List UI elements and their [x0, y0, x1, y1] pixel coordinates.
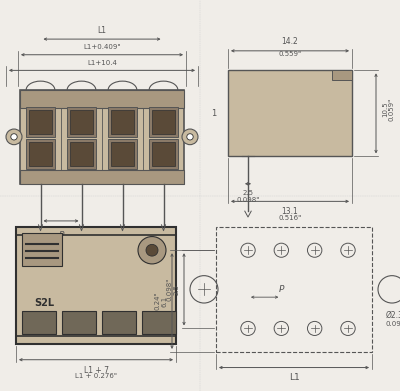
Text: Ø2.3: Ø2.3: [386, 311, 400, 320]
Bar: [152, 110, 175, 134]
Bar: [102, 311, 136, 334]
Bar: [29, 110, 52, 134]
Text: L1+0.409": L1+0.409": [83, 44, 121, 50]
Bar: [228, 70, 352, 156]
Bar: [108, 139, 137, 169]
Text: 0.24": 0.24": [154, 292, 160, 310]
Circle shape: [146, 244, 158, 256]
Bar: [332, 70, 352, 80]
Circle shape: [6, 129, 22, 145]
Circle shape: [182, 129, 198, 145]
Bar: [62, 311, 96, 334]
Bar: [67, 107, 96, 137]
Text: L1: L1: [98, 26, 106, 35]
Bar: [16, 227, 176, 344]
Bar: [70, 110, 93, 134]
Text: 1: 1: [211, 109, 217, 118]
Text: 0.091": 0.091": [386, 321, 400, 326]
Text: S2L: S2L: [34, 298, 54, 308]
Text: L1: L1: [289, 373, 299, 382]
Bar: [20, 90, 184, 184]
Bar: [20, 170, 184, 184]
Text: 0.516": 0.516": [278, 215, 302, 221]
Bar: [111, 110, 134, 134]
Bar: [26, 107, 55, 137]
Circle shape: [187, 134, 193, 140]
Text: 0.098": 0.098": [236, 197, 260, 203]
Text: 0.098": 0.098": [166, 278, 172, 301]
Bar: [111, 142, 134, 166]
Bar: [142, 311, 176, 334]
Bar: [149, 139, 178, 169]
Circle shape: [138, 237, 166, 264]
Bar: [67, 139, 96, 169]
Bar: [22, 311, 56, 334]
Text: P: P: [58, 231, 64, 240]
Text: 10.5: 10.5: [382, 102, 388, 117]
Text: 0.559": 0.559": [278, 51, 302, 57]
Text: 6.1: 6.1: [161, 296, 167, 307]
Text: L1+10.4: L1+10.4: [87, 60, 117, 66]
Text: 0.059": 0.059": [389, 98, 395, 121]
Text: 2.5: 2.5: [242, 190, 254, 196]
Text: L1 + 0.276": L1 + 0.276": [75, 373, 117, 379]
Bar: [149, 107, 178, 137]
Bar: [152, 142, 175, 166]
Bar: [108, 107, 137, 137]
Bar: [26, 139, 55, 169]
Bar: [29, 142, 52, 166]
Bar: [20, 90, 184, 108]
Text: P: P: [279, 285, 284, 294]
Bar: [70, 142, 93, 166]
Text: 14.2: 14.2: [282, 37, 298, 46]
Circle shape: [11, 134, 17, 140]
Bar: [216, 227, 372, 352]
Bar: [22, 233, 62, 266]
Text: L1 + 7: L1 + 7: [84, 366, 108, 375]
Text: 13.1: 13.1: [282, 207, 298, 216]
Text: 2.5: 2.5: [173, 284, 179, 295]
